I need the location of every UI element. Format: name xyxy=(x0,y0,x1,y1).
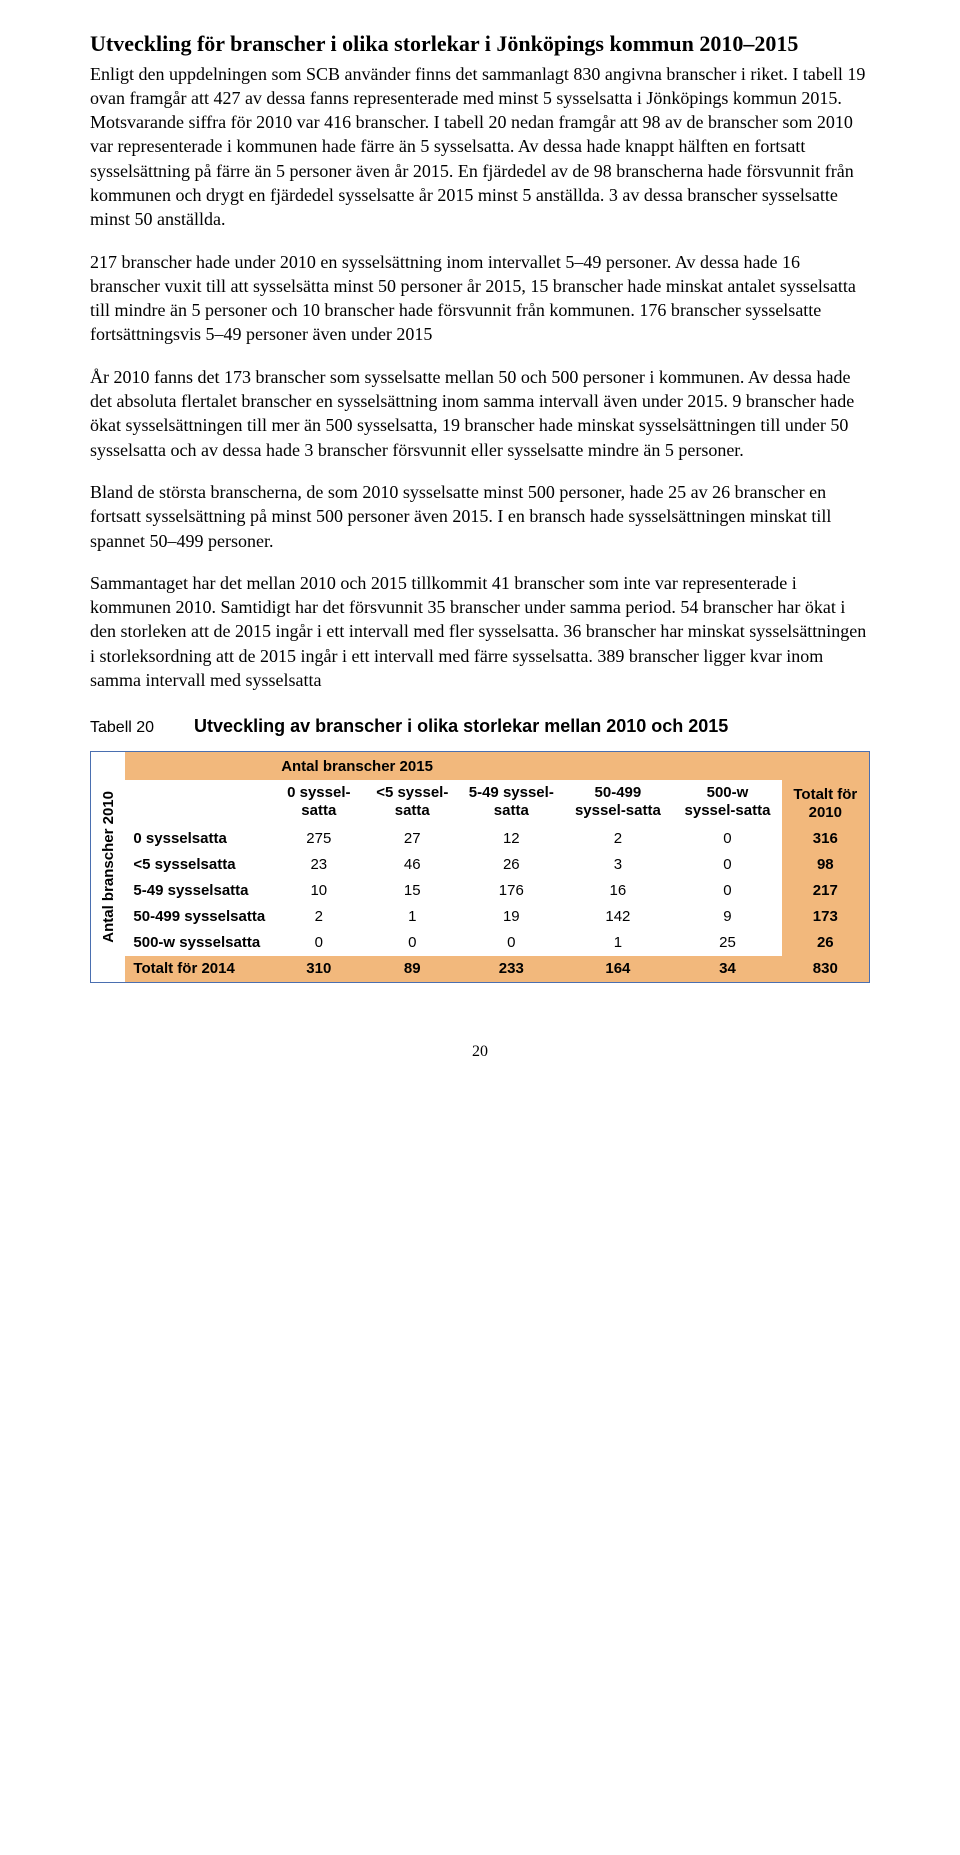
cell: 19 xyxy=(460,904,562,930)
col-1: <5 syssel-satta xyxy=(364,780,460,826)
row-label: 500-w sysselsatta xyxy=(125,930,273,956)
cell: 1 xyxy=(562,930,673,956)
cell: 10 xyxy=(273,878,364,904)
cell: 25 xyxy=(673,930,781,956)
cell: 176 xyxy=(460,878,562,904)
cell: 275 xyxy=(273,826,364,852)
paragraph-5: Sammantaget har det mellan 2010 och 2015… xyxy=(90,571,870,692)
row-label: 50-499 sysselsatta xyxy=(125,904,273,930)
table-row: 0 sysselsatta 275 27 12 2 0 316 xyxy=(125,826,869,852)
row-total: 26 xyxy=(782,930,869,956)
total-cell: 164 xyxy=(562,956,673,982)
total-row-label: Totalt för 2014 xyxy=(125,956,273,982)
page-number: 20 xyxy=(90,1043,870,1061)
row-total: 173 xyxy=(782,904,869,930)
col-4: 500-w syssel-satta xyxy=(673,780,781,826)
cell: 2 xyxy=(562,826,673,852)
cell: 1 xyxy=(364,904,460,930)
paragraph-3: År 2010 fanns det 173 branscher som syss… xyxy=(90,365,870,462)
table-row: 5-49 sysselsatta 10 15 176 16 0 217 xyxy=(125,878,869,904)
row-label: 0 sysselsatta xyxy=(125,826,273,852)
table-row: 500-w sysselsatta 0 0 0 1 25 26 xyxy=(125,930,869,956)
row-label: <5 sysselsatta xyxy=(125,852,273,878)
row-total: 316 xyxy=(782,826,869,852)
row-total: 98 xyxy=(782,852,869,878)
cell: 12 xyxy=(460,826,562,852)
cell: 26 xyxy=(460,852,562,878)
table-label: Tabell 20 xyxy=(90,719,154,737)
header-spacer xyxy=(125,752,273,780)
table-side-label: Antal branscher 2010 xyxy=(91,752,125,982)
cell: 46 xyxy=(364,852,460,878)
table-row: 50-499 sysselsatta 2 1 19 142 9 173 xyxy=(125,904,869,930)
cell: 0 xyxy=(673,852,781,878)
branch-table: Antal branscher 2015 Totalt för 2010 0 s… xyxy=(125,752,869,982)
paragraph-1: Enligt den uppdelningen som SCB använder… xyxy=(90,62,870,232)
cell: 0 xyxy=(273,930,364,956)
col-2: 5-49 syssel-satta xyxy=(460,780,562,826)
cell: 0 xyxy=(364,930,460,956)
total-cell: 233 xyxy=(460,956,562,982)
cell: 16 xyxy=(562,878,673,904)
header-top: Antal branscher 2015 xyxy=(273,752,781,780)
paragraph-2: 217 branscher hade under 2010 en syssels… xyxy=(90,250,870,347)
page-heading: Utveckling för branscher i olika storlek… xyxy=(90,30,870,58)
cell: 2 xyxy=(273,904,364,930)
cell: 0 xyxy=(673,826,781,852)
cell: 0 xyxy=(460,930,562,956)
col-0: 0 syssel-satta xyxy=(273,780,364,826)
table-container: Antal branscher 2010 Antal branscher 201… xyxy=(90,751,870,983)
cell: 23 xyxy=(273,852,364,878)
row-total: 217 xyxy=(782,878,869,904)
side-label-text: Antal branscher 2010 xyxy=(100,791,117,943)
col-3: 50-499 syssel-satta xyxy=(562,780,673,826)
header-total: Totalt för 2010 xyxy=(782,752,869,826)
total-cell: 34 xyxy=(673,956,781,982)
table-title: Utveckling av branscher i olika storleka… xyxy=(194,716,728,737)
cell: 9 xyxy=(673,904,781,930)
paragraph-4: Bland de största branscherna, de som 201… xyxy=(90,480,870,553)
cell: 0 xyxy=(673,878,781,904)
cell: 15 xyxy=(364,878,460,904)
table-row: <5 sysselsatta 23 46 26 3 0 98 xyxy=(125,852,869,878)
header-spacer-2 xyxy=(125,780,273,826)
cell: 3 xyxy=(562,852,673,878)
total-cell: 89 xyxy=(364,956,460,982)
table-caption: Tabell 20 Utveckling av branscher i olik… xyxy=(90,716,870,737)
table-total-row: Totalt för 2014 310 89 233 164 34 830 xyxy=(125,956,869,982)
total-cell: 310 xyxy=(273,956,364,982)
grand-total: 830 xyxy=(782,956,869,982)
cell: 142 xyxy=(562,904,673,930)
cell: 27 xyxy=(364,826,460,852)
row-label: 5-49 sysselsatta xyxy=(125,878,273,904)
